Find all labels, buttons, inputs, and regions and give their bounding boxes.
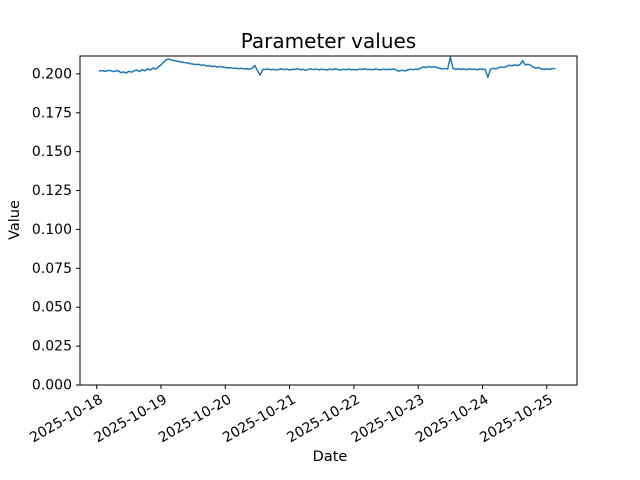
- y-axis-ticks: 0.000 0.025 0.050 0.075 0.100 0.125 0.150 0.175…: [32, 66, 80, 394]
- y-tick-label: 0.175: [32, 105, 72, 121]
- series-line: [98, 56, 556, 79]
- y-tick-label: 0.200: [32, 66, 72, 82]
- y-tick-label: 0.100: [32, 222, 72, 238]
- y-tick-label: 0.150: [32, 144, 72, 160]
- x-axis-label: Date: [313, 449, 348, 465]
- chart-title: Parameter values: [241, 29, 416, 53]
- plot-area: [79, 55, 578, 386]
- y-axis-label: Value: [7, 200, 23, 240]
- x-axis-ticks: 2025-10-182025-10-192025-10-202025-10-21…: [27, 385, 556, 446]
- series-group: [98, 56, 556, 79]
- y-tick-label: 0.125: [32, 183, 72, 199]
- y-tick-label: 0.050: [32, 300, 72, 316]
- y-tick-label: 0.075: [32, 261, 72, 277]
- x-tick-label: 2025-10-25: [477, 392, 555, 447]
- y-tick-label: 0.000: [32, 378, 72, 394]
- y-tick-label: 0.025: [32, 339, 72, 355]
